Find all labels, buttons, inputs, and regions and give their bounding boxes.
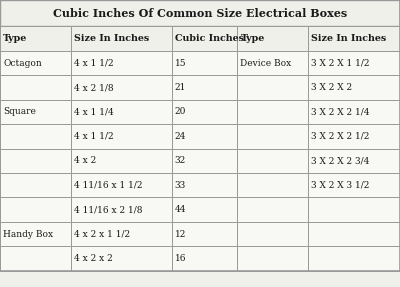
Text: Device Box: Device Box (240, 59, 292, 68)
Text: 3 X 2 X 2: 3 X 2 X 2 (311, 83, 352, 92)
Text: 15: 15 (175, 59, 186, 68)
Bar (172, 222, 237, 246)
Bar (172, 51, 237, 75)
Text: 24: 24 (175, 132, 186, 141)
Bar (172, 246, 237, 271)
Text: Square: Square (3, 107, 36, 117)
Bar (172, 75, 237, 100)
Bar (71, 26, 172, 51)
Bar (172, 100, 237, 124)
Bar (308, 75, 400, 100)
Text: 3 X 2 X 2 3/4: 3 X 2 X 2 3/4 (311, 156, 370, 165)
Bar (237, 75, 308, 100)
Bar (0, 246, 71, 271)
Bar (172, 26, 237, 51)
Text: Handy Box: Handy Box (3, 230, 53, 238)
Bar (308, 100, 400, 124)
Bar (237, 100, 308, 124)
Text: 4 x 2 x 2: 4 x 2 x 2 (74, 254, 112, 263)
Bar (308, 246, 400, 271)
Bar (71, 124, 172, 149)
Bar (237, 222, 308, 246)
Text: 20: 20 (175, 107, 186, 117)
Bar (172, 124, 237, 149)
Bar (172, 197, 237, 222)
Bar (237, 246, 308, 271)
Bar (71, 51, 172, 75)
Text: 4 x 2: 4 x 2 (74, 156, 96, 165)
Bar (71, 197, 172, 222)
Text: 3 X 2 X 1 1/2: 3 X 2 X 1 1/2 (311, 59, 370, 68)
Bar (308, 51, 400, 75)
Text: Size In Inches: Size In Inches (74, 34, 149, 43)
Bar (237, 26, 308, 51)
Bar (0, 100, 71, 124)
Text: 32: 32 (175, 156, 186, 165)
Bar (237, 124, 308, 149)
Text: 4 x 1 1/2: 4 x 1 1/2 (74, 132, 113, 141)
Text: 4 x 2 x 1 1/2: 4 x 2 x 1 1/2 (74, 230, 130, 238)
Text: Cubic Inches: Cubic Inches (175, 34, 244, 43)
Bar (237, 173, 308, 197)
Text: Type: Type (240, 34, 265, 43)
Bar (0, 124, 71, 149)
Text: 4 11/16 x 2 1/8: 4 11/16 x 2 1/8 (74, 205, 142, 214)
Bar (71, 75, 172, 100)
Bar (308, 149, 400, 173)
Text: 16: 16 (175, 254, 186, 263)
Bar (0, 197, 71, 222)
Bar (0, 26, 71, 51)
Bar (172, 173, 237, 197)
Bar (308, 222, 400, 246)
Text: Size In Inches: Size In Inches (311, 34, 386, 43)
Bar (0, 51, 71, 75)
Bar (308, 124, 400, 149)
Bar (71, 222, 172, 246)
Text: 3 X 2 X 3 1/2: 3 X 2 X 3 1/2 (311, 181, 370, 190)
Bar (0, 149, 71, 173)
Text: 4 x 1 1/2: 4 x 1 1/2 (74, 59, 113, 68)
Bar (71, 100, 172, 124)
Text: 4 x 2 1/8: 4 x 2 1/8 (74, 83, 113, 92)
Text: 33: 33 (175, 181, 186, 190)
Text: 4 x 1 1/4: 4 x 1 1/4 (74, 107, 114, 117)
Bar (0, 173, 71, 197)
Bar (71, 173, 172, 197)
Text: Type: Type (3, 34, 27, 43)
Text: 4 11/16 x 1 1/2: 4 11/16 x 1 1/2 (74, 181, 142, 190)
Bar (0, 75, 71, 100)
Bar (237, 149, 308, 173)
Bar (308, 173, 400, 197)
Bar (237, 197, 308, 222)
Text: Cubic Inches Of Common Size Electrical Boxes: Cubic Inches Of Common Size Electrical B… (53, 8, 347, 19)
Bar (237, 51, 308, 75)
Bar (308, 197, 400, 222)
Bar (71, 149, 172, 173)
Text: 21: 21 (175, 83, 186, 92)
Text: 12: 12 (175, 230, 186, 238)
Text: 3 X 2 X 2 1/4: 3 X 2 X 2 1/4 (311, 107, 370, 117)
Text: Octagon: Octagon (3, 59, 42, 68)
Bar (172, 149, 237, 173)
Bar (0, 222, 71, 246)
Bar (308, 26, 400, 51)
Bar (0, 0, 400, 26)
Bar (71, 246, 172, 271)
Text: 3 X 2 X 2 1/2: 3 X 2 X 2 1/2 (311, 132, 370, 141)
Text: 44: 44 (175, 205, 186, 214)
